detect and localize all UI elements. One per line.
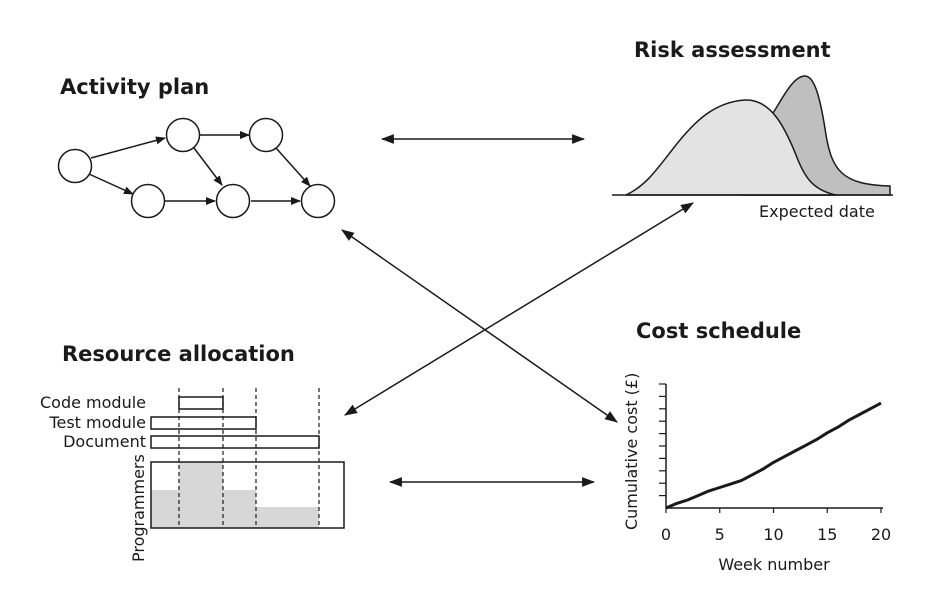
arrow-activity-cost [341, 229, 618, 423]
x-tick-label: 10 [763, 525, 783, 544]
risk-distribution-expected [625, 99, 837, 196]
histogram-bar [179, 462, 223, 528]
programmer-histogram [150, 461, 345, 529]
network-edge [193, 147, 223, 186]
activity-plan-title: Activity plan [60, 75, 209, 99]
x-tick-label: 0 [661, 525, 671, 544]
task-label-test-module: Test module [48, 413, 146, 432]
week-number-axis-label: Week number [718, 555, 830, 574]
x-tick-label: 15 [817, 525, 837, 544]
task-label-document: Document [63, 432, 146, 451]
cost-chart-x-ticks: 0 5 10 15 20 [661, 508, 891, 544]
arrow-risk-resource [344, 202, 694, 416]
cost-chart-axes [659, 383, 883, 509]
histogram-bar [256, 507, 319, 528]
resource-allocation-title: Resource allocation [62, 342, 295, 366]
network-node [57, 148, 93, 184]
gantt-bar-document [150, 435, 320, 449]
histogram-frame [150, 461, 345, 529]
gantt-bar-test-module [150, 416, 257, 430]
network-edge [88, 173, 134, 195]
resource-allocation-panel: Resource allocation Code module Test mod… [40, 342, 345, 562]
expected-date-label: Expected date [759, 202, 875, 221]
activity-plan-panel: Activity plan [57, 75, 336, 219]
cumulative-cost-line [665, 401, 882, 510]
network-node [215, 183, 251, 219]
programmers-axis-label: Programmers [129, 454, 148, 562]
cost-schedule-panel: Cost schedule Cumulative cost (£) 0 5 10 15… [622, 319, 891, 574]
network-edge [275, 147, 311, 187]
cumulative-cost-axis-label: Cumulative cost (£) [622, 373, 641, 530]
risk-assessment-title: Risk assessment [634, 38, 831, 62]
x-tick-label: 20 [871, 525, 891, 544]
network-node [165, 117, 201, 153]
histogram-bar [151, 490, 179, 528]
cost-schedule-title: Cost schedule [636, 319, 801, 343]
risk-assessment-panel: Risk assessment Expected date [612, 38, 893, 221]
task-label-code-module: Code module [40, 393, 146, 412]
network-node [130, 183, 166, 219]
x-tick-label: 5 [715, 525, 725, 544]
histogram-bar [223, 490, 256, 528]
activity-network-nodes [57, 117, 336, 219]
network-node [248, 117, 284, 153]
network-edge [90, 136, 166, 159]
connector-arrows [341, 134, 694, 487]
gantt-bar-code-module [178, 396, 224, 410]
network-node [300, 183, 336, 219]
activity-network-edges [88, 131, 311, 205]
